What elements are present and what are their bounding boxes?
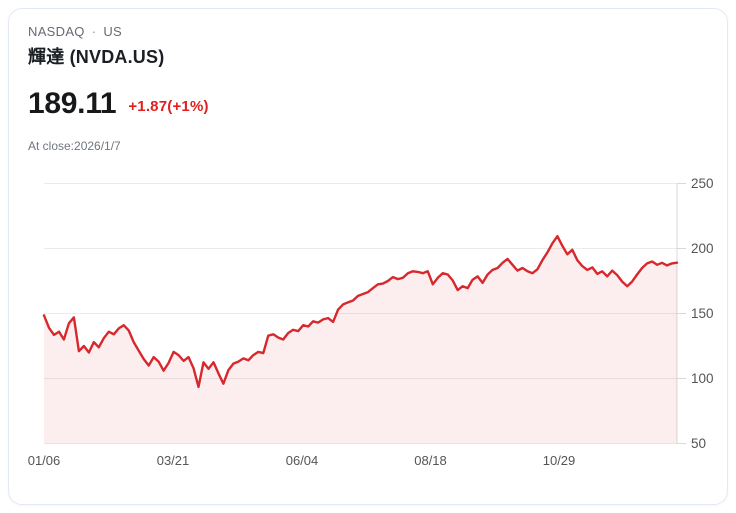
separator-dot: · (91, 24, 97, 39)
stock-title: 輝達 (NVDA.US) (28, 47, 165, 67)
price-chart[interactable]: 250 200 150 100 50 01/06 03/21 06/04 08/18 10/29 (9, 9, 727, 504)
x-axis-label: 01/06 (28, 453, 61, 468)
price-line (42, 235, 679, 389)
current-price: 189.11 (28, 87, 117, 120)
stock-quote-card: NASDAQ · US 輝達 (NVDA.US) 189.11 +1.87(+1%)… (8, 8, 728, 505)
exchange-info: NASDAQ · US (28, 24, 122, 40)
y-axis-label: 100 (691, 371, 714, 386)
price-change: +1.87(+1%) (128, 98, 209, 115)
x-axis-label: 08/18 (414, 453, 447, 468)
x-axis-label: 06/04 (286, 453, 319, 468)
region-label: US (103, 24, 123, 39)
price-chart-canvas[interactable]: 250 200 150 100 50 01/06 03/21 06/04 08/18 10/29 (9, 9, 727, 504)
x-axis-label: 10/29 (543, 453, 576, 468)
x-axis-label: 03/21 (157, 453, 190, 468)
price-row: 189.11 +1.87(+1%) (28, 87, 209, 120)
y-axis-label: 250 (691, 176, 714, 191)
close-info: At close:2026/1/7 (28, 139, 121, 153)
exchange-name: NASDAQ (28, 24, 85, 39)
y-axis-label: 50 (691, 436, 706, 451)
y-axis-label: 200 (691, 241, 714, 256)
price-area-fill (44, 236, 677, 444)
y-axis-label: 150 (691, 306, 714, 321)
